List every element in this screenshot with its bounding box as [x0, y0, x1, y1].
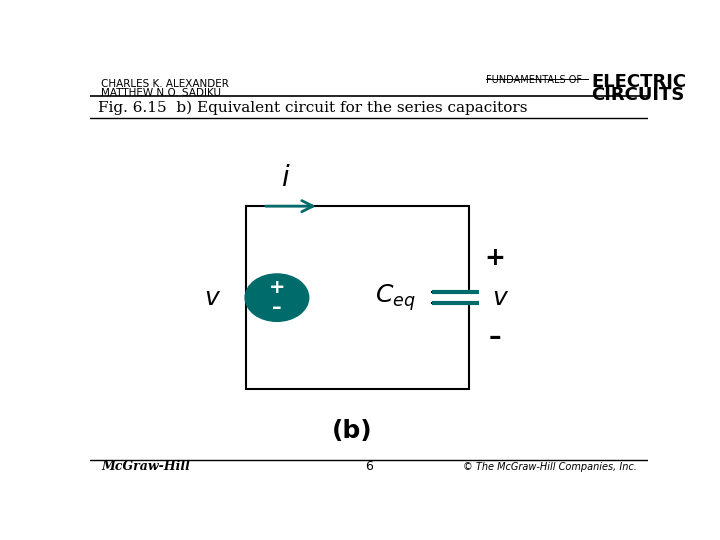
- Text: Fig. 6.15  b) Equivalent circuit for the series capacitors: Fig. 6.15 b) Equivalent circuit for the …: [99, 101, 528, 116]
- Text: –: –: [272, 298, 282, 317]
- Text: CHARLES K. ALEXANDER: CHARLES K. ALEXANDER: [101, 79, 229, 89]
- Text: © The McGraw-Hill Companies, Inc.: © The McGraw-Hill Companies, Inc.: [463, 462, 637, 472]
- Text: 6: 6: [365, 461, 373, 474]
- Text: $v$: $v$: [204, 286, 221, 309]
- Text: –: –: [488, 325, 501, 349]
- Text: +: +: [269, 278, 285, 297]
- Text: (b): (b): [332, 418, 372, 443]
- Bar: [246, 206, 469, 389]
- Text: CIRCUITS: CIRCUITS: [591, 86, 685, 104]
- Circle shape: [245, 274, 309, 321]
- Text: MATTHEW N.O. SADIKU: MATTHEW N.O. SADIKU: [101, 87, 221, 98]
- Text: McGraw-Hill: McGraw-Hill: [101, 461, 190, 474]
- Text: $v$: $v$: [492, 286, 508, 309]
- Text: ELECTRIC: ELECTRIC: [591, 73, 686, 91]
- Text: $C_{eq}$: $C_{eq}$: [375, 282, 416, 313]
- Text: FUNDAMENTALS OF: FUNDAMENTALS OF: [486, 75, 582, 85]
- Text: $i$: $i$: [281, 164, 290, 192]
- Text: +: +: [484, 246, 505, 270]
